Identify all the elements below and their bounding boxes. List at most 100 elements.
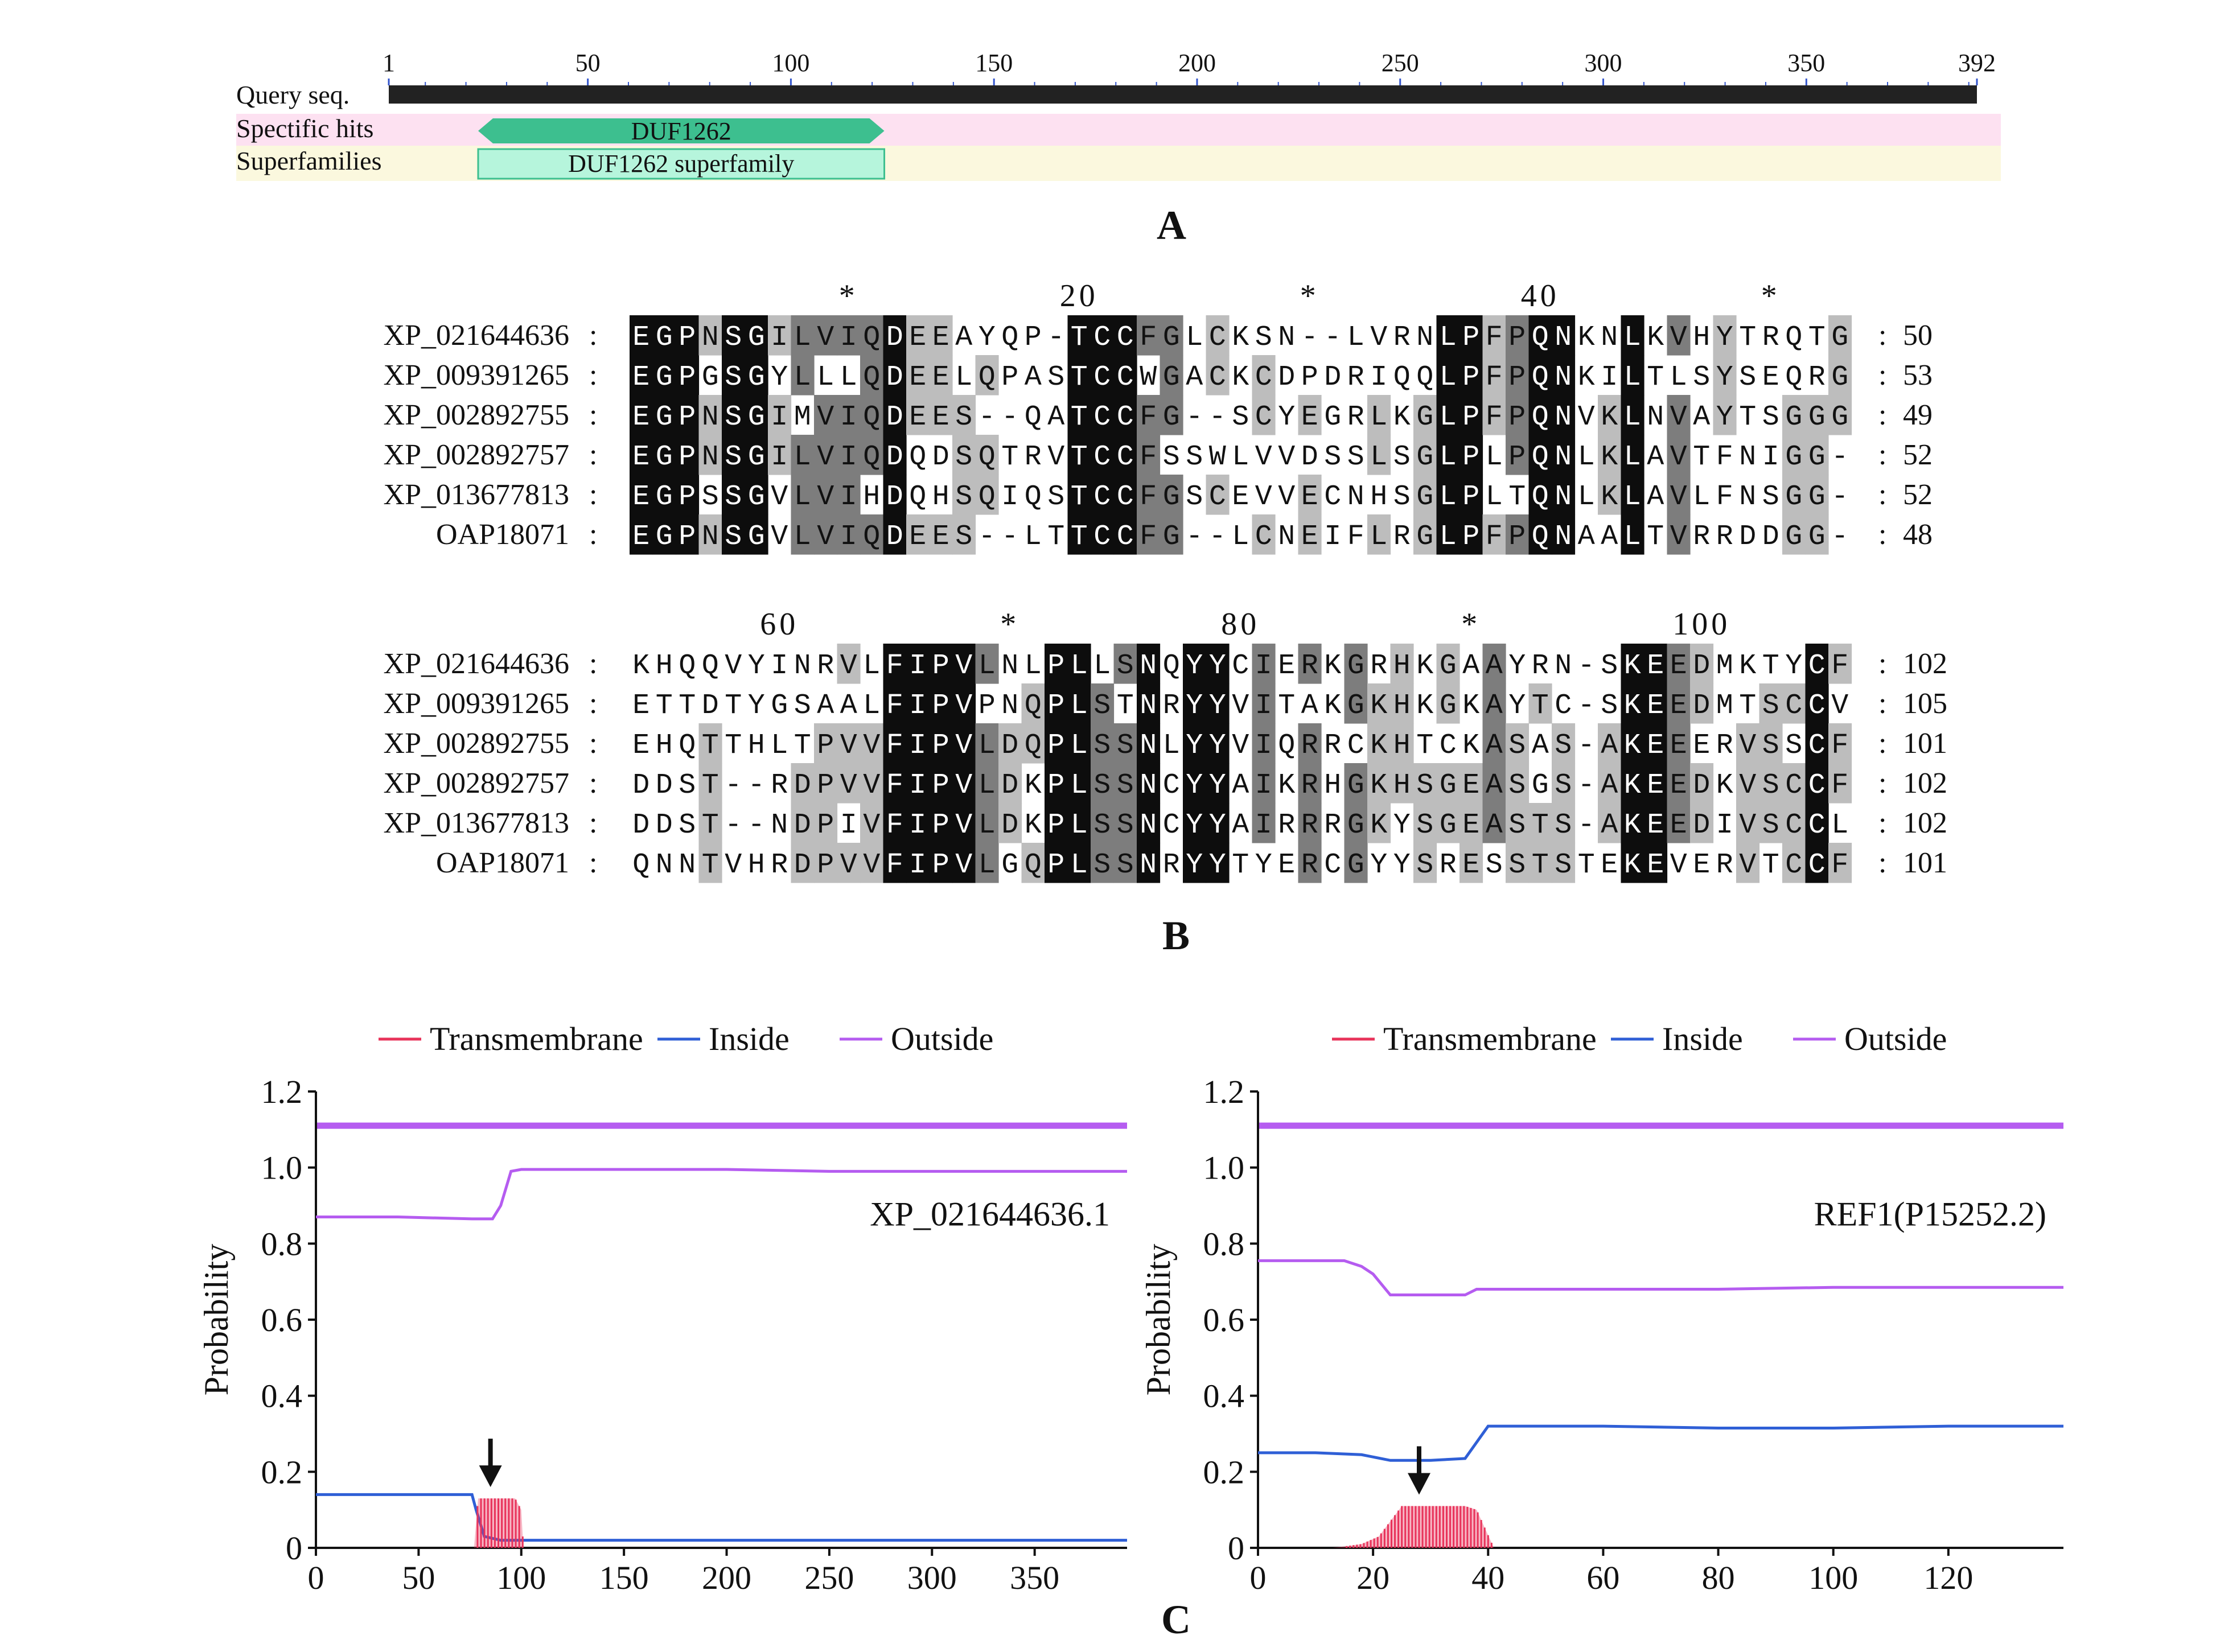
residue: A (1486, 650, 1503, 682)
sequence-end-colon: : (1878, 439, 1886, 471)
residue: F (1347, 521, 1364, 553)
residue-shade (975, 723, 999, 764)
residue: F (1140, 441, 1157, 473)
residue: L (1693, 481, 1710, 513)
residue-shade (1344, 843, 1368, 883)
residue: Q (1532, 401, 1549, 434)
sequence-name: XP_009391265 (384, 359, 569, 392)
residue: L (955, 361, 972, 394)
residue: F (1831, 730, 1848, 762)
residue-shade (1436, 803, 1460, 843)
sequence-name: XP_002892755 (384, 727, 569, 760)
residue-shade (1736, 843, 1760, 883)
residue: Y (771, 361, 788, 394)
residue: V (863, 809, 880, 842)
residue: G (1416, 441, 1433, 473)
residue: E (909, 361, 926, 394)
residue-shade (1506, 395, 1530, 435)
residue: S (1762, 769, 1779, 802)
residue: K (1232, 322, 1249, 354)
residue: N (1140, 690, 1157, 722)
residue: D (1693, 690, 1710, 722)
residue-shade (883, 315, 907, 356)
residue-shade (1436, 644, 1460, 684)
residue: Q (679, 650, 696, 682)
residue: Y (1209, 730, 1226, 762)
residue: D (886, 481, 903, 513)
residue: K (1578, 322, 1595, 354)
residue-shade (1091, 355, 1115, 396)
residue-shade (1621, 514, 1644, 555)
residue: N (702, 441, 719, 473)
residue: E (909, 322, 926, 354)
y-tick-label: 0.4 (261, 1378, 303, 1415)
residue: I (840, 521, 857, 553)
residue: - (725, 809, 742, 842)
residue: G (1163, 521, 1180, 553)
residue: H (748, 730, 765, 762)
residue: H (748, 849, 765, 881)
residue: - (1186, 521, 1203, 553)
residue-shade (1552, 763, 1576, 804)
residue: E (1647, 650, 1664, 682)
residue-shade (1367, 395, 1391, 435)
residue: P (679, 361, 696, 394)
residue-shade (1736, 723, 1760, 764)
sequence-end-position: 102 (1903, 767, 1947, 800)
residue: C (1785, 690, 1802, 722)
residue: S (1762, 690, 1779, 722)
residue: K (1370, 809, 1387, 842)
residue-shade (1206, 475, 1230, 515)
residue: G (1785, 401, 1802, 434)
residue: V (1670, 849, 1687, 881)
residue: L (1071, 809, 1088, 842)
residue-shade (1598, 803, 1622, 843)
residue: G (1831, 322, 1848, 354)
residue: T (1578, 849, 1595, 881)
residue-shade (1828, 723, 1852, 764)
x-tick-label: 120 (1923, 1559, 1973, 1596)
residue: E (932, 361, 949, 394)
residue: A (1232, 809, 1249, 842)
residue-shade (1067, 803, 1091, 843)
residue: P (1047, 690, 1064, 722)
sequence-name: XP_013677813 (384, 807, 569, 839)
residue: T (1808, 322, 1826, 354)
residue-shade (1137, 395, 1161, 435)
residue: I (1255, 769, 1272, 802)
residue: V (955, 650, 972, 682)
residue-shade (630, 514, 653, 555)
residue-shade (860, 514, 884, 555)
residue: A (1647, 441, 1664, 473)
residue-shade (1436, 435, 1460, 475)
sequence-end-position: 50 (1903, 319, 1933, 352)
residue: G (1808, 481, 1826, 513)
residue: I (840, 401, 857, 434)
residue: S (1347, 441, 1364, 473)
residue: D (1693, 809, 1710, 842)
residue: L (863, 690, 880, 722)
residue: D (656, 809, 673, 842)
residue: - (1831, 481, 1848, 513)
residue-shade (814, 514, 838, 555)
residue-shade (1805, 723, 1829, 764)
residue-shade (1113, 644, 1137, 684)
residue: I (1255, 730, 1272, 762)
residue-shade (1782, 514, 1806, 555)
residue: N (1140, 769, 1157, 802)
residue-shade (814, 843, 838, 883)
residue: Y (1508, 690, 1526, 722)
residue: E (1670, 650, 1687, 682)
residue-shade (975, 435, 999, 475)
residue: S (1093, 769, 1111, 802)
residue: K (1324, 650, 1341, 682)
sequence-colon: : (589, 518, 597, 551)
residue: E (932, 521, 949, 553)
residue: S (1601, 650, 1618, 682)
residue: T (1532, 690, 1549, 722)
residue: D (794, 769, 811, 802)
residue-shade (860, 803, 884, 843)
residue-shade (1690, 644, 1714, 684)
residue: T (1047, 521, 1064, 553)
